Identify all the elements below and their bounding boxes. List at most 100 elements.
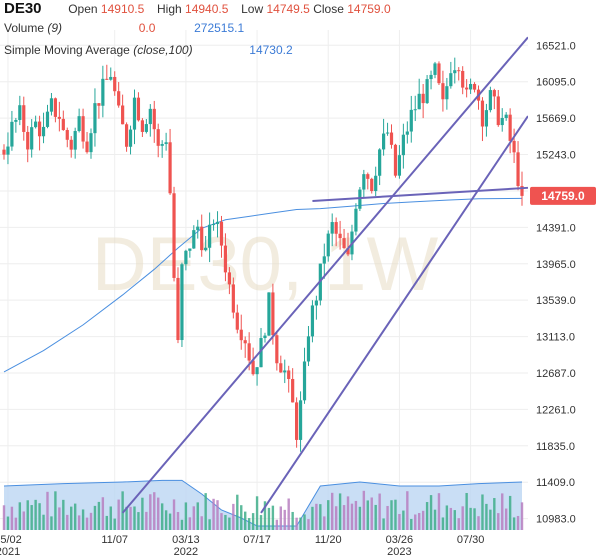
volume-bar: [160, 503, 164, 530]
candle-body: [291, 378, 295, 403]
volume-bar: [489, 509, 492, 530]
candle-body: [77, 116, 81, 132]
candle-body: [45, 111, 50, 127]
volume-bar: [417, 513, 421, 530]
volume-param: (9): [47, 21, 63, 35]
volume-bar: [315, 503, 318, 530]
candle-body: [389, 132, 394, 145]
sma-line: [3, 197, 523, 373]
volume-bar: [62, 499, 65, 530]
y-tick-label: 11835.0: [536, 441, 575, 453]
volume-bar: [338, 493, 342, 530]
candle-body: [97, 103, 101, 106]
candle-body: [117, 91, 121, 106]
volume-bar: [425, 502, 429, 530]
volume-bar: [73, 503, 77, 530]
volume-bar: [406, 491, 409, 530]
volume-bar: [350, 503, 354, 530]
candle-body: [136, 97, 141, 121]
candle-body: [22, 105, 26, 132]
close-value: 14759.0: [347, 2, 391, 16]
volume-bar: [38, 503, 41, 530]
sma-param: (close,100): [133, 43, 193, 57]
y-tick-label: 12687.0: [536, 368, 576, 380]
candle-body: [128, 129, 133, 147]
volume-bar: [291, 511, 294, 530]
candle-body: [354, 208, 358, 232]
volume-bar: [149, 494, 152, 530]
candle-body: [2, 149, 6, 155]
volume-bar: [263, 501, 267, 530]
volume-bar: [378, 493, 381, 530]
candle-body: [500, 117, 504, 126]
volume-bar: [386, 505, 389, 530]
candle-body: [53, 98, 58, 117]
candle-body: [211, 224, 216, 226]
y-tick-label: 13113.0: [536, 332, 575, 344]
volume-label: Volume: [4, 21, 45, 35]
volume-bar: [93, 505, 97, 530]
candle-body: [358, 189, 362, 209]
y-tick-label: 16521.0: [536, 40, 576, 52]
low-value: 14749.5: [266, 2, 310, 16]
candle-body: [255, 367, 259, 375]
candle-body: [480, 100, 485, 127]
candle-body: [421, 93, 425, 104]
volume-bar: [26, 500, 29, 530]
candle-body: [49, 98, 54, 112]
candle-body: [101, 78, 105, 106]
volume-bar: [85, 517, 89, 530]
volume-bar: [251, 513, 255, 530]
candle-body: [243, 340, 247, 344]
candle-body: [413, 109, 417, 111]
trend-line: [121, 36, 529, 514]
candle-body: [314, 300, 318, 306]
candle-body: [496, 96, 500, 126]
volume-bar: [433, 509, 437, 530]
volume-bar: [295, 517, 298, 530]
volume-bar: [461, 506, 464, 530]
volume-bar: [390, 500, 393, 530]
candle-body: [520, 185, 524, 196]
volume-bar: [141, 497, 144, 530]
y-tick-label: 15669.0: [536, 113, 576, 125]
volume-bar: [133, 506, 136, 530]
volume-bar: [370, 497, 373, 530]
x-tick-label: 07/17: [243, 534, 271, 546]
volume-bar: [520, 502, 524, 530]
volume-bar: [477, 516, 480, 530]
candle-body: [235, 312, 239, 330]
candle-body: [508, 114, 512, 141]
candle-body: [73, 131, 77, 150]
open-label: Open: [68, 2, 98, 16]
candle-body: [283, 370, 287, 373]
volume-bar: [232, 503, 235, 530]
x-tick-year-label: 2023: [387, 546, 411, 558]
volume-bar: [184, 502, 188, 530]
candle-body: [310, 305, 315, 337]
candle-body: [279, 363, 283, 373]
volume-bar: [319, 504, 322, 530]
volume-bar: [200, 516, 203, 530]
candle-body: [85, 141, 89, 153]
volume-bar: [394, 499, 397, 530]
candle-body: [437, 63, 441, 84]
volume-bar: [216, 500, 219, 530]
candle-body: [247, 343, 251, 361]
volume-bar: [410, 518, 413, 530]
volume-bar: [77, 515, 81, 530]
candle-body: [164, 142, 168, 145]
watermark-text: DE30, 1W: [92, 222, 439, 307]
volume-bar: [224, 514, 227, 530]
candle-body: [468, 83, 473, 90]
candle-body: [370, 178, 374, 192]
candle-body: [239, 329, 243, 341]
candle-body: [259, 338, 263, 368]
volume-bar: [279, 506, 282, 530]
volume-bar: [342, 505, 346, 530]
candle-body: [326, 233, 330, 257]
candle-body: [81, 116, 85, 142]
volume-bar: [271, 505, 275, 530]
y-tick-label: 15243.0: [536, 150, 576, 162]
